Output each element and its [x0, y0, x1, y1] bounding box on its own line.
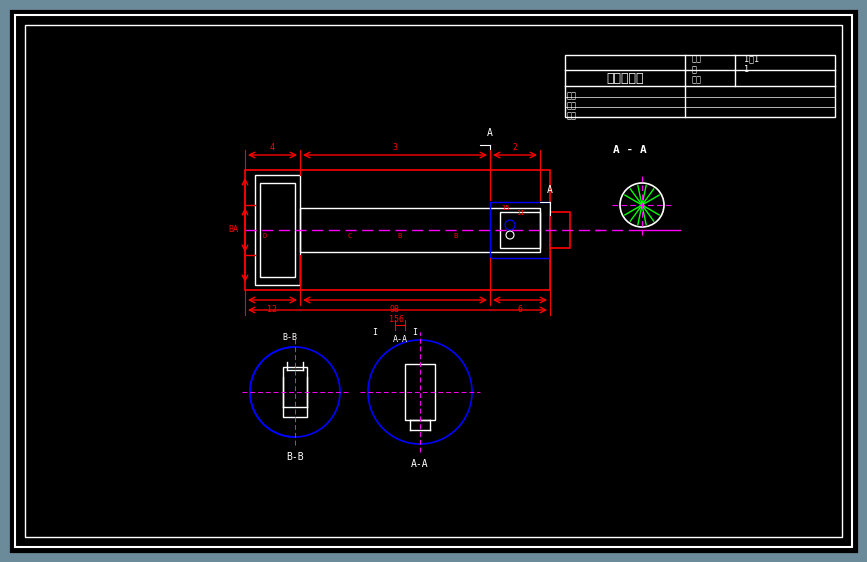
Bar — [500, 212, 540, 248]
Text: 98: 98 — [390, 305, 400, 314]
Bar — [490, 202, 550, 258]
Text: 比例: 比例 — [692, 55, 702, 64]
Bar — [283, 367, 307, 417]
Text: B: B — [398, 233, 402, 239]
Text: 转动齿轮轴: 转动齿轮轴 — [606, 71, 644, 84]
Text: 批准: 批准 — [567, 111, 577, 120]
Text: B-B: B-B — [286, 452, 303, 462]
Text: 校对: 校对 — [567, 102, 577, 111]
Text: 2: 2 — [512, 143, 518, 152]
Bar — [565, 55, 835, 117]
Text: 1：1: 1：1 — [744, 55, 759, 64]
Bar — [550, 212, 570, 248]
Text: 11: 11 — [516, 210, 525, 216]
Bar — [255, 175, 300, 285]
Text: A-A: A-A — [393, 335, 407, 344]
Text: A: A — [547, 185, 553, 195]
Text: 日期: 日期 — [692, 75, 702, 84]
Text: B: B — [453, 233, 457, 239]
Text: 15: 15 — [501, 205, 509, 211]
Text: 设计: 设计 — [567, 92, 577, 101]
Text: D: D — [263, 233, 267, 239]
Text: C: C — [348, 233, 352, 239]
Text: 4: 4 — [270, 143, 275, 152]
Text: 156: 156 — [389, 315, 405, 324]
Bar — [260, 183, 295, 277]
Text: A: A — [487, 128, 493, 138]
Text: 12: 12 — [267, 305, 277, 314]
Bar — [245, 170, 550, 290]
Text: A: A — [233, 225, 238, 234]
Text: I: I — [373, 328, 377, 337]
Text: I: I — [413, 328, 418, 337]
Text: 张: 张 — [692, 66, 697, 75]
Bar — [405, 364, 435, 420]
Text: B-B: B-B — [283, 333, 297, 342]
Text: A-A: A-A — [411, 459, 429, 469]
Text: A - A: A - A — [613, 145, 647, 155]
Text: 1: 1 — [744, 66, 749, 75]
Text: 3: 3 — [393, 143, 397, 152]
Text: B: B — [228, 225, 233, 234]
Text: 6: 6 — [518, 305, 523, 314]
Bar — [300, 208, 540, 252]
